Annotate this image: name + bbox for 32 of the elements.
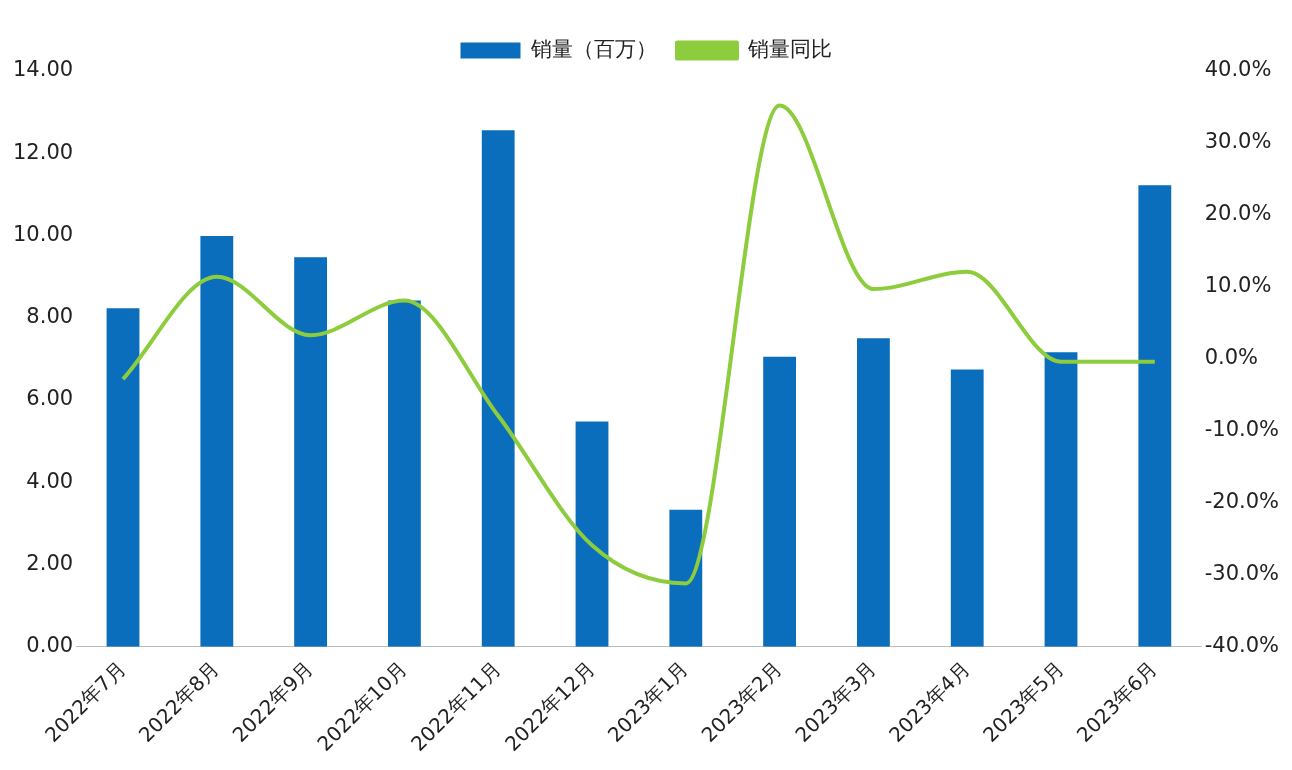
bar bbox=[950, 369, 984, 647]
legend-label: 销量（百万） bbox=[530, 36, 657, 61]
y2-tick-label: 40.0% bbox=[1204, 57, 1272, 82]
y2-tick-label: -10.0% bbox=[1204, 417, 1280, 442]
y-tick-label: 14.00 bbox=[12, 57, 74, 82]
y2-tick-label: -20.0% bbox=[1204, 489, 1280, 514]
bar bbox=[200, 235, 234, 647]
y2-tick-label: 20.0% bbox=[1204, 201, 1272, 226]
bar bbox=[1138, 185, 1172, 647]
bar bbox=[294, 257, 328, 647]
y-tick-label: 12.00 bbox=[12, 139, 74, 164]
legend-label: 销量同比 bbox=[746, 36, 832, 61]
bar bbox=[1044, 352, 1078, 647]
line-series bbox=[121, 103, 1157, 586]
y-tick-label: 4.00 bbox=[26, 468, 74, 493]
y-tick-label: 8.00 bbox=[26, 304, 74, 329]
y2-tick-label: -40.0% bbox=[1204, 633, 1280, 658]
y-tick-label: 2.00 bbox=[26, 550, 74, 575]
bar bbox=[575, 421, 609, 647]
y-tick-label: 10.00 bbox=[12, 221, 74, 246]
bar bbox=[669, 509, 703, 647]
y2-tick-label: -30.0% bbox=[1204, 561, 1280, 586]
bar bbox=[857, 338, 890, 647]
y2-tick-label: 0.0% bbox=[1204, 345, 1259, 370]
y-tick-label: 6.00 bbox=[26, 386, 74, 411]
bar bbox=[106, 308, 140, 647]
y2-tick-label: 10.0% bbox=[1204, 273, 1272, 298]
y2-tick-label: 30.0% bbox=[1204, 129, 1272, 154]
y-tick-label: 0.00 bbox=[26, 633, 74, 658]
bar bbox=[388, 300, 421, 647]
bar bbox=[763, 356, 797, 647]
bar bbox=[481, 130, 515, 647]
